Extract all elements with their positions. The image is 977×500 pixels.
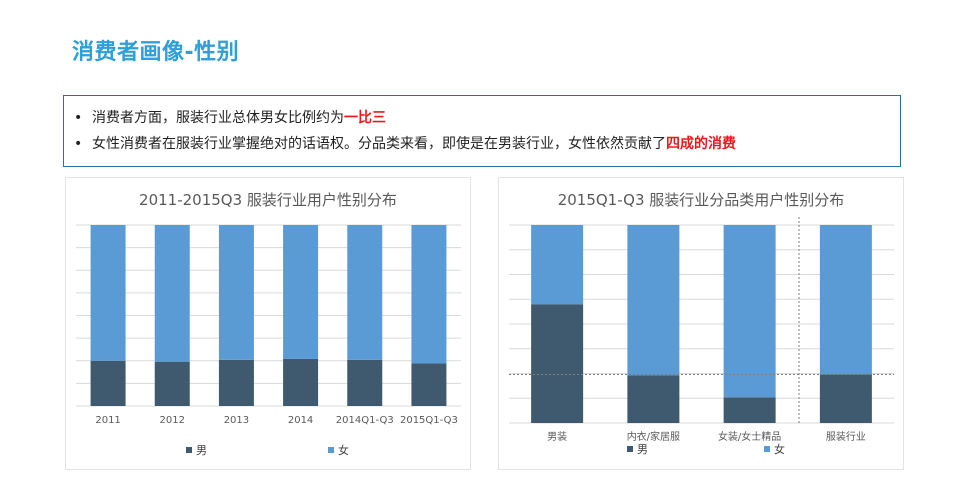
x-tick-label: 服装行业 [826, 430, 866, 443]
bar-female [218, 225, 254, 360]
x-tick-label: 2012 [160, 415, 185, 426]
bar-female [531, 225, 584, 305]
bullet-dot-icon: • [74, 136, 83, 152]
bullet-2-highlight: 四成的消费 [666, 136, 736, 152]
bar-male [90, 360, 126, 406]
bar-male [283, 358, 319, 406]
bullet-1-highlight: 一比三 [344, 110, 386, 126]
legend-swatch [764, 446, 770, 452]
chart-title: 2015Q1-Q3 服装行业分品类用户性别分布 [558, 191, 845, 209]
summary-bullet-1: • 消费者方面，服装行业总体男女比例约为一比三 [74, 105, 890, 131]
bar-female [411, 225, 447, 364]
x-tick-label: 2014 [288, 415, 313, 426]
chart-yearly-gender: 2011-2015Q3 服装行业用户性别分布 2011 2012 2013 2014 20… [76, 191, 461, 457]
chart-panel-category: 2015Q1-Q3 服装行业分品类用户性别分布男装 内衣/家居服 女装/女士精品 服装… [498, 177, 904, 470]
x-tick-label: 2015Q1-Q3 [400, 415, 458, 426]
bar-male [154, 361, 190, 406]
bar-female [347, 225, 383, 360]
bar-female [283, 225, 319, 359]
legend-label: 女 [774, 442, 785, 456]
bar-female [90, 225, 126, 361]
legend-swatch [328, 447, 334, 453]
x-tick-label: 2011 [95, 415, 120, 426]
bar-female [627, 225, 680, 376]
bar-male [627, 375, 680, 423]
legend-label: 男 [637, 443, 648, 456]
legend-swatch [186, 447, 192, 453]
bar-male [411, 363, 447, 406]
x-tick-label: 男装 [547, 430, 567, 443]
bullet-dot-icon: • [74, 110, 83, 126]
legend-label: 女 [338, 443, 349, 457]
bullet-1-text: 消费者方面，服装行业总体男女比例约为 [92, 110, 344, 126]
bar-female [154, 225, 190, 362]
x-tick-label: 2013 [224, 415, 249, 426]
chart-panel-yearly: 2011-2015Q3 服装行业用户性别分布 2011 2012 2013 2014 20… [65, 177, 471, 470]
summary-box: • 消费者方面，服装行业总体男女比例约为一比三 • 女性消费者在服装行业掌握绝对的话… [63, 95, 901, 167]
legend-label: 男 [196, 444, 207, 457]
legend-swatch [627, 446, 633, 452]
x-tick-label: 内衣/家居服 [627, 430, 680, 443]
page-title: 消费者画像-性别 [72, 40, 240, 65]
bar-male [723, 397, 776, 423]
bullet-2-text: 女性消费者在服装行业掌握绝对的话语权。分品类来看，即使是在男装行业，女性依然贡献… [92, 136, 666, 152]
bar-female [723, 225, 776, 398]
x-tick-label: 2014Q1-Q3 [336, 415, 394, 426]
bar-male [218, 359, 254, 406]
bar-male [347, 359, 383, 406]
x-tick-label: 女装/女士精品 [718, 430, 781, 443]
chart-title: 2011-2015Q3 服装行业用户性别分布 [139, 191, 397, 209]
bar-male [819, 374, 872, 423]
bar-female [819, 225, 872, 375]
bar-male [531, 304, 584, 423]
summary-bullet-2: • 女性消费者在服装行业掌握绝对的话语权。分品类来看，即使是在男装行业，女性依然贡… [74, 131, 890, 157]
